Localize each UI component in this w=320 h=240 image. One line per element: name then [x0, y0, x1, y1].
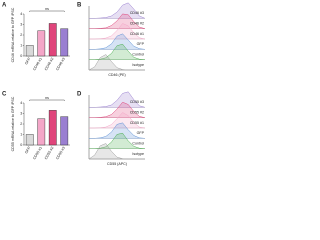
y-axis-label: CD55 mRNA relative to GFP iPSC: [11, 96, 15, 151]
histogram: [89, 132, 146, 149]
bar: [48, 23, 57, 57]
x-tick-label: CD46 #3: [55, 57, 66, 71]
legend-label: Isotype: [132, 152, 144, 156]
bar: [60, 116, 69, 146]
histogram: [89, 101, 146, 118]
bar: [48, 110, 57, 146]
x-tick-label: CD46 #2: [44, 57, 55, 71]
histogram: [89, 112, 146, 129]
x-tick-label: CD55 #3: [55, 146, 66, 160]
bar: [25, 134, 34, 146]
legend-label: CD55 #1: [130, 121, 144, 125]
legend-label: CD46 #3: [130, 11, 144, 15]
legend-label: CD46 #2: [130, 21, 144, 25]
histogram: [89, 122, 146, 139]
x-tick-label: GFP: [24, 56, 31, 65]
y-tick-label: 0: [20, 54, 22, 58]
x-tick-label: GFP: [24, 145, 31, 154]
legend-label: GFP: [137, 131, 145, 135]
legend-label: CD55 #2: [130, 110, 144, 114]
x-tick-label: CD46 #1: [32, 57, 43, 71]
bar: [37, 30, 46, 57]
bar: [37, 118, 46, 146]
x-axis-label: CD55 (APC): [107, 162, 127, 166]
y-tick-label: 2: [20, 33, 22, 37]
bar: [25, 45, 34, 57]
x-axis-label: CD46 (PE): [108, 73, 125, 77]
annotation: ns: [45, 7, 49, 11]
x-tick-label: CD55 #2: [44, 146, 55, 160]
legend-label: CD55 #3: [130, 100, 144, 104]
annotation: ns: [45, 96, 49, 100]
y-axis-label: CD46 mRNA relative to GFP iPSC: [11, 7, 15, 62]
histogram: [89, 91, 146, 108]
panel-label: B: [77, 3, 82, 9]
y-tick-label: 4: [20, 101, 22, 105]
bar: [60, 28, 69, 57]
legend-label: CD46 #1: [130, 32, 144, 36]
y-tick-label: 3: [20, 111, 22, 115]
histogram: [89, 2, 146, 19]
y-tick-label: 0: [20, 143, 22, 147]
panel-label: A: [2, 3, 7, 9]
y-tick-label: 1: [20, 43, 22, 47]
significance-bracket: [29, 10, 65, 12]
y-tick-label: 4: [20, 12, 22, 16]
panel-label: D: [77, 92, 82, 98]
significance-bracket: [29, 99, 65, 101]
legend-label: Control: [132, 141, 144, 145]
y-tick-label: 1: [20, 132, 22, 136]
legend-label: Control: [132, 52, 144, 56]
y-tick-label: 2: [20, 122, 22, 126]
y-tick-label: 3: [20, 22, 22, 26]
panel-label: C: [2, 92, 7, 98]
histogram: [89, 33, 146, 50]
histogram: [89, 23, 146, 40]
histogram: [89, 13, 146, 29]
legend-label: GFP: [137, 42, 145, 46]
x-tick-label: CD55 #1: [32, 146, 43, 160]
legend-label: Isotype: [132, 63, 144, 67]
